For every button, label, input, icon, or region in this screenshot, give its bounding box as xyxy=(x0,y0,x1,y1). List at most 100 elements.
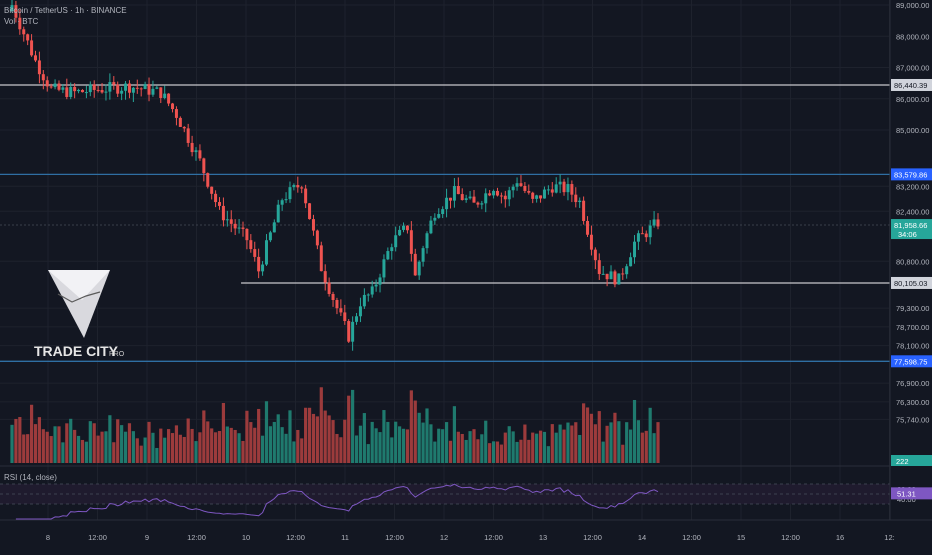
volume-bar xyxy=(49,436,53,463)
candle-body xyxy=(460,194,464,200)
candle-body xyxy=(613,271,617,285)
candle-body xyxy=(22,29,26,35)
candle-body xyxy=(147,84,151,95)
price-tick-label: 76,300.00 xyxy=(896,398,929,407)
candle-body xyxy=(437,214,441,218)
candle-body xyxy=(472,196,476,203)
volume-bar xyxy=(613,412,617,463)
volume-bar xyxy=(605,425,609,463)
candle-body xyxy=(151,88,155,95)
candle-body xyxy=(546,189,550,191)
candle-body xyxy=(104,91,108,93)
candle-body xyxy=(61,87,65,90)
candle-body xyxy=(49,86,53,88)
candle-body xyxy=(77,89,81,92)
volume-bar xyxy=(362,413,366,463)
volume-bar xyxy=(382,410,386,463)
price-tick-label: 76,900.00 xyxy=(896,379,929,388)
candle-body xyxy=(229,219,233,224)
volume-bar xyxy=(468,431,472,463)
price-tick-label: 87,000.00 xyxy=(896,64,929,73)
volume-bar xyxy=(448,440,453,463)
candle-body xyxy=(315,230,319,246)
candle-body xyxy=(37,60,41,75)
candle-body xyxy=(202,158,206,174)
candle-body xyxy=(495,190,499,196)
candle-body xyxy=(139,88,143,90)
candle-body xyxy=(69,86,73,97)
candle-body xyxy=(636,233,640,242)
candle-body xyxy=(92,84,96,90)
candle-body xyxy=(452,186,456,201)
price-level-tag-label: 77,598.75 xyxy=(894,357,927,366)
candle-body xyxy=(323,271,327,283)
volume-legend[interactable]: Vol · BTC xyxy=(4,17,38,26)
volume-bar xyxy=(120,425,124,463)
volume-bar xyxy=(335,433,339,463)
candle-body xyxy=(57,83,61,90)
rsi-tick-label: 40.00 xyxy=(897,495,916,504)
candle-body xyxy=(656,219,660,227)
candle-body xyxy=(80,89,84,93)
volume-bar xyxy=(358,425,363,463)
candle-body xyxy=(425,233,429,249)
symbol-legend[interactable]: Bitcoin / TetherUS · 1h · BINANCE xyxy=(4,6,127,15)
volume-bar xyxy=(202,410,206,463)
rsi-legend[interactable]: RSI (14, close) xyxy=(4,473,57,482)
candle-body xyxy=(578,200,582,203)
candle-body xyxy=(276,204,280,223)
volume-bar xyxy=(589,413,594,463)
volume-bar xyxy=(127,423,132,463)
volume-bar xyxy=(300,438,304,463)
volume-bar xyxy=(570,425,574,463)
logo-subtext: PRO xyxy=(109,351,125,358)
candle-body xyxy=(296,185,300,188)
candle-body xyxy=(206,173,210,187)
candle-body xyxy=(167,93,171,104)
volume-bar xyxy=(92,423,96,463)
volume-bar xyxy=(96,435,100,463)
price-level-tag-label: 86,440.39 xyxy=(894,81,927,90)
candle-body xyxy=(480,203,484,205)
candle-body xyxy=(366,294,370,296)
candle-body xyxy=(261,264,265,272)
price-tick-label: 80,800.00 xyxy=(896,257,929,266)
time-tick-label: 12:00 xyxy=(781,533,800,542)
volume-bar xyxy=(143,437,147,463)
candle-body xyxy=(448,197,452,201)
volume-bar xyxy=(535,433,539,463)
volume-bar xyxy=(370,421,374,463)
candle-body xyxy=(445,197,449,210)
time-axis[interactable]: 8 12:00 9 12:00 10 12:00 11 12:00 12 12:00 13 12:00… xyxy=(46,533,895,542)
volume-bar xyxy=(444,422,449,463)
last-volume-label: 222 xyxy=(896,457,909,466)
candle-body xyxy=(112,82,116,85)
volume-bar xyxy=(190,428,194,463)
candle-body xyxy=(566,184,570,193)
candles[interactable] xyxy=(10,0,660,351)
candle-body xyxy=(73,86,77,92)
volume-bar xyxy=(374,428,378,463)
volume-bar xyxy=(284,433,288,463)
volume-bar xyxy=(343,419,347,463)
price-level-tag-label: 83,579.86 xyxy=(894,170,927,179)
time-tick-label: 16 xyxy=(836,533,844,542)
volume-bar xyxy=(527,439,531,463)
candle-body xyxy=(26,34,30,41)
volume-bar xyxy=(409,390,413,463)
time-tick-label: 15 xyxy=(737,533,745,542)
candle-body xyxy=(535,195,539,199)
candle-body xyxy=(586,220,590,235)
candle-body xyxy=(268,232,272,241)
candle-body xyxy=(249,240,253,250)
candle-body xyxy=(233,223,237,229)
volume-bar xyxy=(398,426,402,463)
volume-bar xyxy=(311,413,316,463)
candle-body xyxy=(88,84,92,93)
candle-body xyxy=(507,190,511,200)
volume-bar xyxy=(327,415,331,463)
volume-bar xyxy=(542,431,547,463)
volume-bar xyxy=(33,424,38,463)
